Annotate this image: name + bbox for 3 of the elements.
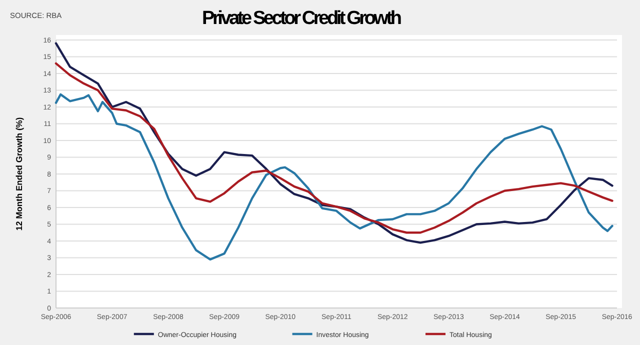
line-series [54,93,614,261]
y-axis-title: 12 Month Ended Growth (%) [14,117,24,231]
chart-title: Private Sector Credit Growth [202,8,402,29]
